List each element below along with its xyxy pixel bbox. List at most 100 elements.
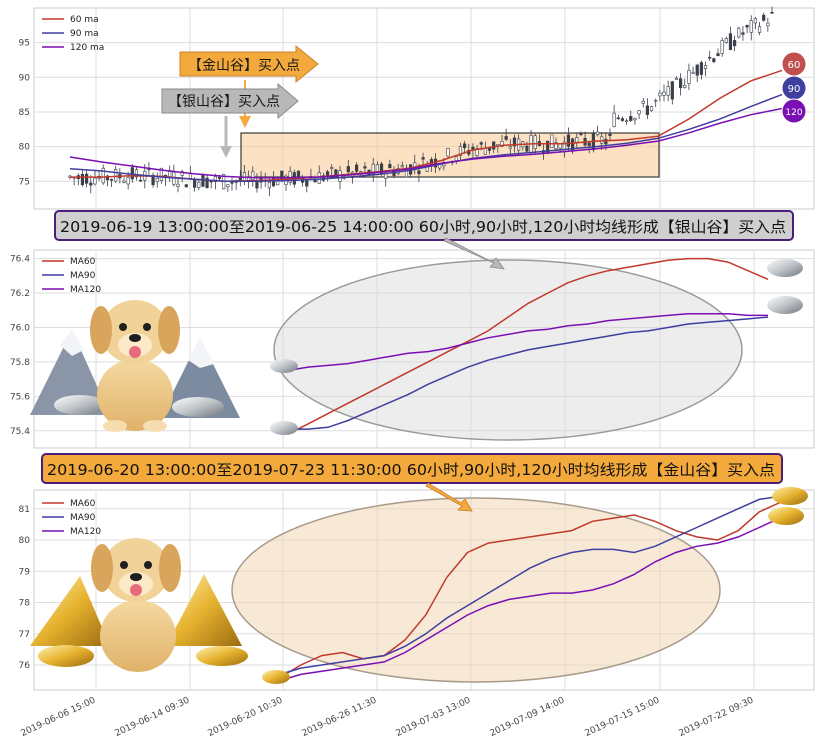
candle-body — [575, 137, 579, 143]
candle-body — [317, 172, 321, 184]
candle-body — [604, 138, 608, 145]
silver-valley-ellipse — [273, 259, 743, 441]
candle-body — [566, 134, 571, 147]
candle-body — [230, 181, 234, 184]
gold-banner-text: 2019-06-20 13:00:00至2019-07-23 11:30:00 … — [47, 461, 775, 479]
silver-banner-arrow — [443, 237, 505, 270]
candle-body — [757, 26, 762, 33]
y-tick-label: 75.4 — [10, 427, 30, 437]
candle-body — [122, 180, 126, 183]
mid-ma90-line — [288, 316, 769, 430]
candle-body — [550, 134, 554, 148]
candle-body — [695, 64, 699, 76]
candle-body — [679, 78, 683, 89]
candle-body — [355, 164, 359, 172]
candle-body — [728, 33, 733, 50]
candle-body — [616, 117, 620, 120]
candle-body — [666, 86, 670, 96]
candle-body — [525, 145, 529, 152]
candle-body — [371, 163, 375, 175]
candle-body — [720, 40, 724, 54]
gold-buy-arrow: 【金山谷】买入点 — [179, 44, 319, 128]
candle-body — [101, 167, 105, 184]
candle-body — [508, 146, 512, 149]
candle-body — [417, 170, 421, 175]
candle-body — [321, 175, 325, 181]
candle-body — [554, 142, 558, 150]
candle-body — [749, 20, 753, 33]
candle-body — [512, 137, 517, 147]
x-tick-label: 2019-07-09 14:00 — [489, 696, 567, 739]
candle-body — [388, 163, 392, 169]
candle-body — [645, 105, 649, 115]
candle-body — [305, 180, 309, 187]
x-tick-label: 2019-06-06 15:00 — [20, 696, 98, 739]
candle-body — [629, 116, 633, 121]
candle-body — [85, 173, 89, 184]
y-tick-label: 76 — [19, 661, 31, 671]
y-tick-label: 95 — [19, 39, 30, 49]
candle-body — [255, 181, 259, 189]
badge-120: 120 — [785, 108, 802, 118]
candle-body — [691, 71, 695, 74]
candle-body — [176, 183, 180, 187]
candle-body — [346, 166, 350, 173]
legend-top-120: 120 ma — [70, 43, 104, 53]
legend-mid-ma60: MA60 — [70, 257, 96, 267]
candle-body — [625, 120, 629, 123]
legend-bot: MA60 MA90 MA120 — [42, 499, 101, 537]
bot-ma-lines — [279, 495, 781, 682]
candle-body — [703, 64, 708, 70]
candle-body — [334, 169, 338, 178]
candle-body — [504, 136, 508, 140]
y-tick-label: 75 — [19, 177, 30, 187]
legend-mid-ma120: MA120 — [70, 285, 101, 295]
y-tick-label: 80 — [19, 536, 31, 546]
candle-body — [492, 141, 496, 150]
candle-body — [662, 91, 666, 96]
silver-banner: 2019-06-19 13:00:00至2019-06-25 14:00:00 … — [54, 210, 794, 241]
y-tick-label: 85 — [19, 108, 30, 118]
badge-60: 60 — [788, 60, 801, 71]
candle-body — [595, 131, 600, 136]
candle-body — [762, 14, 766, 21]
candle-body — [205, 177, 209, 188]
candle-body — [130, 167, 134, 180]
legend-bot-ma60: MA60 — [70, 499, 96, 509]
candle-body — [533, 135, 537, 149]
x-tick-label: 2019-06-26 11:30 — [301, 696, 379, 739]
candle-body — [193, 179, 197, 188]
top-ma120-line — [69, 107, 783, 179]
candle-body — [766, 22, 770, 27]
legend-bot-ma120: MA120 — [70, 527, 101, 537]
candle-body — [363, 166, 367, 169]
candle-body — [770, 11, 774, 14]
legend-bot-ma90: MA90 — [70, 513, 96, 523]
ma-badges: 60 90 120 — [781, 51, 807, 124]
ingot-markers — [262, 259, 808, 684]
candle-body — [400, 165, 404, 168]
top-ma90-line — [69, 93, 783, 183]
candle-body — [612, 112, 616, 127]
candle-body — [89, 182, 93, 186]
candle-body — [716, 53, 720, 57]
y-tick-label: 77 — [19, 630, 30, 640]
candle-body — [633, 117, 637, 121]
legend-top-90: 90 ma — [70, 29, 99, 39]
candle-body — [587, 142, 591, 146]
y-tick-label: 79 — [19, 567, 31, 577]
candle-body — [658, 92, 662, 97]
candle-body — [737, 27, 741, 38]
candle-body — [745, 24, 749, 28]
candle-body — [213, 176, 217, 182]
candle-body — [600, 136, 604, 144]
top-ma-lines — [69, 69, 783, 183]
gold-valley-ellipse — [231, 497, 721, 683]
silver-buy-arrow: 【银山谷】买入点 — [161, 82, 299, 158]
candle-body — [105, 175, 109, 181]
bot-ma120-line — [279, 517, 781, 682]
silver-dog-illustration — [30, 300, 240, 432]
y-tick-label: 76.4 — [10, 255, 30, 265]
gold-banner-arrow — [425, 482, 473, 512]
